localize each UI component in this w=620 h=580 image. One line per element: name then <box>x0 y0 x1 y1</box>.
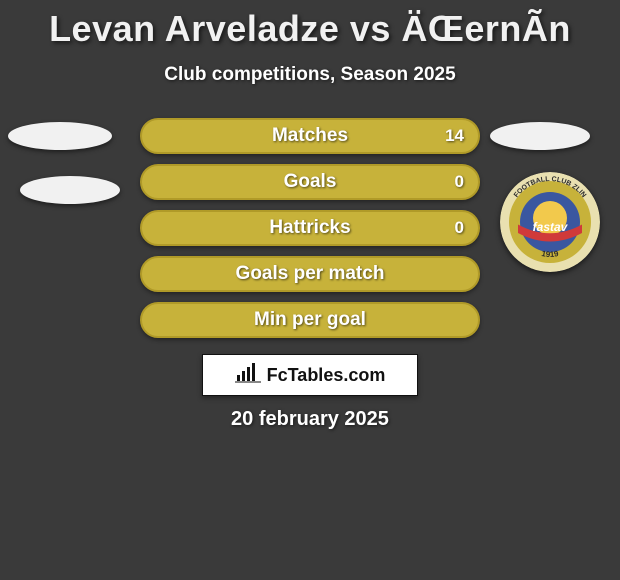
left-ellipse <box>20 176 120 204</box>
page-subtitle: Club competitions, Season 2025 <box>0 50 620 86</box>
stat-bar: Min per goal <box>140 302 480 338</box>
stat-bar-value: 14 <box>445 126 464 146</box>
stat-bar-value: 0 <box>455 218 464 238</box>
left-ellipse <box>8 122 112 150</box>
stat-bar-label: Goals <box>142 171 478 193</box>
stat-bar: Goals per match <box>140 256 480 292</box>
stat-bar: Goals0 <box>140 164 480 200</box>
bar-chart-icon <box>235 363 261 388</box>
stat-bar-label: Min per goal <box>142 309 478 331</box>
date-text: 20 february 2025 <box>0 408 620 431</box>
svg-text:fastav: fastav <box>533 220 569 234</box>
branding-text: FcTables.com <box>267 365 386 386</box>
stat-bar: Hattricks0 <box>140 210 480 246</box>
stat-bar-label: Matches <box>142 125 478 147</box>
stat-bar: Matches14 <box>140 118 480 154</box>
stat-bar-value: 0 <box>455 172 464 192</box>
svg-text:1919: 1919 <box>541 249 560 259</box>
stat-bar-label: Goals per match <box>142 263 478 285</box>
right-ellipse <box>490 122 590 150</box>
page-title: Levan Arveladze vs ÄŒernÃ­n <box>0 0 620 50</box>
stat-bar-label: Hattricks <box>142 217 478 239</box>
branding-box: FcTables.com <box>202 354 418 396</box>
stats-bars: Matches14Goals0Hattricks0Goals per match… <box>140 118 480 348</box>
club-badge: FOOTBALL CLUB ZLIN 1919 fastav <box>500 172 600 272</box>
